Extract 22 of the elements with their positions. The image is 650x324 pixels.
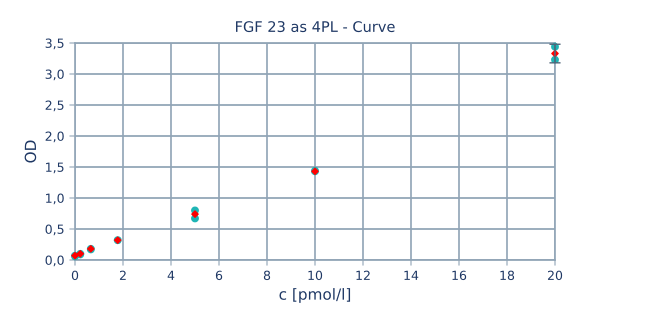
y-tick-label: 1,5 bbox=[46, 162, 64, 174]
x-tick-label: 16 bbox=[452, 270, 466, 280]
x-tick-label: 12 bbox=[356, 270, 370, 280]
y-tick-label: 3,5 bbox=[46, 38, 64, 50]
x-tick-label: 2 bbox=[120, 270, 126, 280]
chart-title: FGF 23 as 4PL - Curve bbox=[236, 21, 395, 32]
y-tick-label: 3,0 bbox=[46, 69, 64, 80]
y-tick-label: 2,0 bbox=[46, 131, 64, 142]
x-tick-label: 4 bbox=[168, 270, 174, 280]
x-tick-label: 6 bbox=[216, 270, 222, 280]
x-tick-label: 8 bbox=[264, 270, 270, 280]
y-tick-label: 2,5 bbox=[46, 100, 64, 112]
y-axis-title: OD bbox=[24, 140, 36, 163]
x-tick-label: 18 bbox=[500, 270, 514, 280]
x-tick-label: 10 bbox=[308, 270, 322, 280]
x-tick-label: 14 bbox=[404, 270, 418, 280]
y-tick-label: 1,0 bbox=[46, 193, 64, 204]
y-tick-label: 0,5 bbox=[46, 224, 64, 236]
x-tick-label: 0 bbox=[72, 270, 78, 280]
x-tick-label: 20 bbox=[548, 270, 562, 280]
y-tick-label: 0,0 bbox=[46, 255, 64, 266]
x-axis-title: c [pmol/l] bbox=[279, 288, 350, 303]
